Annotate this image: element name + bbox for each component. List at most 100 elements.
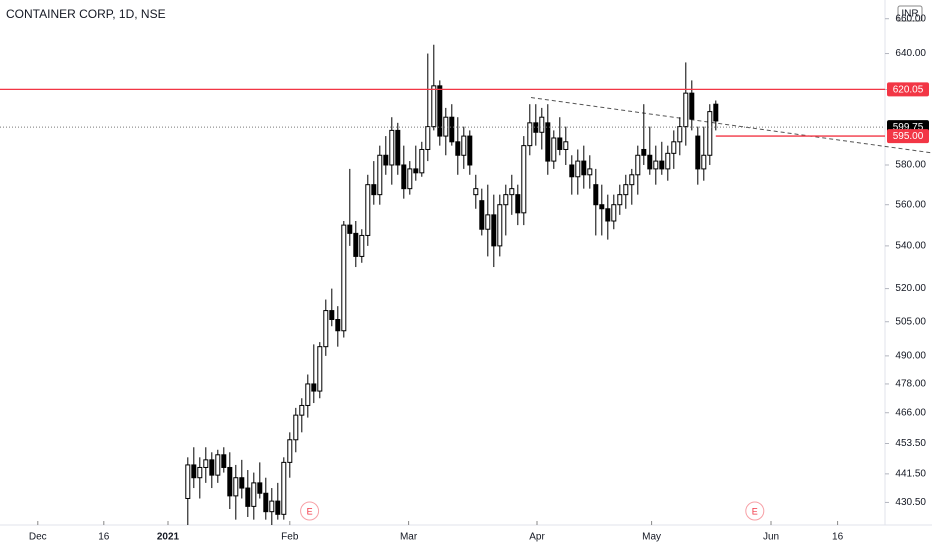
candle-body xyxy=(677,126,683,143)
candle-body xyxy=(263,492,269,513)
candle-body xyxy=(473,188,479,196)
candle-body xyxy=(365,184,371,236)
candle-body xyxy=(317,346,323,392)
candle-body xyxy=(683,92,689,128)
candle-body xyxy=(449,116,455,143)
candle-body xyxy=(563,141,569,150)
candle-body xyxy=(515,194,521,214)
candle-body xyxy=(203,459,209,468)
candle-body xyxy=(239,477,245,489)
event-label: E xyxy=(752,506,758,516)
candle-body xyxy=(503,194,509,206)
candle-body xyxy=(575,160,581,178)
candle-body xyxy=(587,168,593,176)
candle-body xyxy=(257,482,263,494)
candle-body xyxy=(599,204,605,210)
trendline xyxy=(530,97,932,154)
currency-label: INR xyxy=(901,9,918,20)
candle-body xyxy=(695,135,701,170)
candle-body xyxy=(593,184,599,206)
candle-body xyxy=(665,152,671,170)
candle-body xyxy=(299,404,305,416)
x-tick-label: 16 xyxy=(832,532,844,543)
y-tick-label: 430.50 xyxy=(895,497,926,508)
candle-body xyxy=(557,137,563,150)
candle-body xyxy=(275,500,281,515)
y-tick-label: 580.00 xyxy=(895,160,926,171)
candle-body xyxy=(569,164,575,178)
candle-body xyxy=(251,482,257,507)
y-tick-label: 520.00 xyxy=(895,283,926,294)
event-marker xyxy=(300,501,320,521)
event-marker xyxy=(745,501,765,521)
candle-body xyxy=(437,85,443,137)
candle-body xyxy=(623,184,629,196)
event-label: E xyxy=(307,506,313,516)
candle-body xyxy=(407,168,413,190)
y-tick-label: 560.00 xyxy=(895,199,926,210)
candle-body xyxy=(551,137,557,162)
y-tick-label: 441.50 xyxy=(895,469,926,480)
candle-body xyxy=(617,194,623,206)
candle-body xyxy=(689,92,695,120)
candle-body xyxy=(713,103,719,122)
candle-body xyxy=(383,154,389,166)
y-tick-label: 466.00 xyxy=(895,407,926,418)
candle-body xyxy=(209,459,215,476)
candle-body xyxy=(581,160,587,176)
candle-body xyxy=(233,477,239,497)
x-tick-label: May xyxy=(642,532,661,543)
candle-body xyxy=(635,154,641,176)
x-tick-label: Feb xyxy=(281,532,299,543)
candle-body xyxy=(497,204,503,247)
candle-body xyxy=(707,111,713,156)
price-level-label: 599.75 xyxy=(893,122,924,133)
candle-body xyxy=(311,383,317,392)
candle-body xyxy=(653,160,659,170)
candle-body xyxy=(659,160,665,170)
candle-body xyxy=(425,126,431,150)
candle-body xyxy=(281,461,287,515)
candle-body xyxy=(323,310,329,348)
candle-body xyxy=(347,224,353,234)
candle-body xyxy=(545,122,551,162)
candle-body xyxy=(293,414,299,441)
price-level-label: 595.00 xyxy=(893,131,924,142)
candle-body xyxy=(269,500,275,513)
price-level-label: 620.05 xyxy=(893,85,924,96)
candle-body xyxy=(491,214,497,247)
candle-body xyxy=(455,141,461,156)
candle-body xyxy=(479,200,485,230)
candle-body xyxy=(647,154,653,170)
currency-box[interactable] xyxy=(897,5,923,22)
candle-body xyxy=(401,164,407,190)
candle-body xyxy=(395,129,401,166)
x-tick-label: Jun xyxy=(763,532,779,543)
y-tick-label: 453.50 xyxy=(895,438,926,449)
candle-body xyxy=(509,188,515,196)
candle-body xyxy=(431,85,437,128)
y-tick-label: 505.00 xyxy=(895,316,926,327)
candle-body xyxy=(413,168,419,174)
y-tick-label: 540.00 xyxy=(895,241,926,252)
x-tick-label: Mar xyxy=(400,532,418,543)
candle-body xyxy=(389,129,395,166)
y-tick-label: 490.00 xyxy=(895,351,926,362)
candle-body xyxy=(527,122,533,147)
candle-body xyxy=(359,234,365,257)
y-tick-label: 660.00 xyxy=(895,13,926,24)
candle-body xyxy=(467,135,473,166)
candle-body xyxy=(539,116,545,133)
candle-body xyxy=(191,464,197,479)
candle-body xyxy=(335,318,341,332)
candle-body xyxy=(185,464,191,499)
candle-body xyxy=(377,154,383,196)
price-level-box xyxy=(887,129,929,144)
candle-body xyxy=(215,454,221,476)
candle-body xyxy=(227,466,233,497)
chart-title: CONTAINER CORP, 1D, NSE xyxy=(6,7,166,21)
candle-body xyxy=(245,487,251,507)
candle-body xyxy=(611,204,617,222)
candle-body xyxy=(605,208,611,222)
